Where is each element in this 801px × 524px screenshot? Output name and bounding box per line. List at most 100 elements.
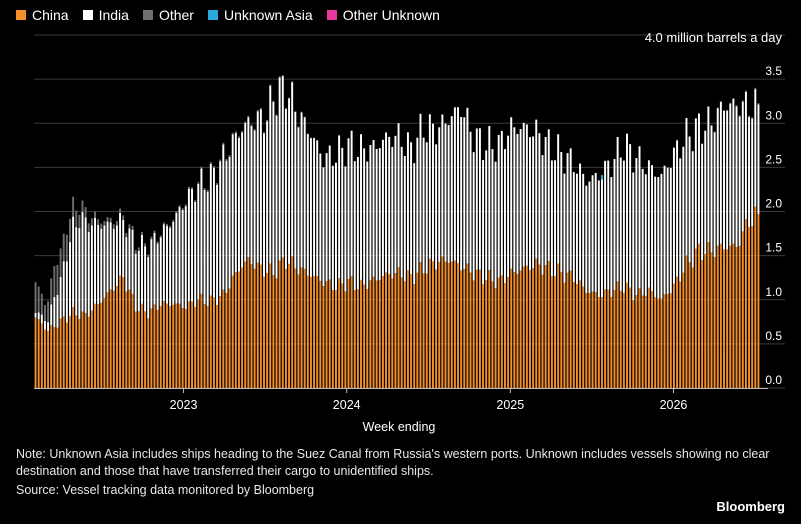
bar-other — [47, 301, 50, 323]
bar-india — [416, 137, 419, 273]
bar-other — [288, 97, 291, 99]
bar-india — [43, 321, 46, 330]
bar-india — [497, 134, 500, 278]
bar-china — [601, 297, 603, 388]
bar-india — [485, 150, 488, 281]
bar-india — [676, 140, 679, 277]
bar-china — [457, 263, 459, 388]
bar-unknown-asia — [601, 175, 603, 180]
bar-india — [106, 221, 109, 293]
bar-china — [94, 303, 96, 388]
bar-china — [137, 311, 140, 388]
bar-other — [297, 126, 300, 128]
bar-china — [569, 270, 572, 388]
bar-india — [263, 133, 265, 277]
bar-india — [56, 294, 59, 328]
bar-india — [507, 135, 510, 278]
bar-other — [744, 90, 747, 92]
bar-china — [385, 272, 388, 388]
bar-india — [62, 261, 65, 317]
bar-china — [272, 275, 275, 388]
bar-china — [572, 282, 575, 388]
bar-india — [34, 312, 37, 318]
bar-china — [84, 313, 87, 388]
bar-india — [594, 172, 597, 293]
bar-china — [147, 318, 150, 388]
bar-china — [81, 311, 84, 388]
bar-other — [37, 286, 40, 313]
bar-india — [698, 113, 700, 244]
bar-china — [228, 288, 231, 388]
bar-india — [335, 162, 337, 291]
bar-china — [72, 307, 75, 388]
bar-india — [156, 243, 159, 310]
bar-other — [181, 208, 184, 210]
bar-india — [81, 212, 84, 312]
legend-swatch-india — [82, 10, 93, 20]
bar-india — [78, 228, 81, 319]
bar-other — [140, 231, 143, 235]
bar-india — [328, 145, 331, 280]
bar-india — [519, 129, 522, 271]
bar-india — [694, 118, 697, 249]
bar-india — [463, 117, 466, 270]
bar-india — [37, 312, 40, 320]
bar-china — [607, 289, 610, 388]
bar-china — [103, 297, 106, 388]
bar-india — [347, 138, 350, 280]
bar-india — [532, 136, 535, 269]
bar-stacks — [34, 75, 760, 388]
bar-india — [410, 142, 413, 275]
bar-other — [43, 305, 46, 322]
bar-other — [62, 233, 65, 262]
bar-other — [748, 115, 751, 117]
bar-china — [203, 304, 206, 388]
bar-china — [641, 295, 644, 388]
bar-china — [366, 288, 369, 388]
bar-china — [406, 270, 409, 388]
bar-india — [604, 160, 607, 290]
bar-india — [122, 219, 125, 278]
bar-india — [632, 172, 635, 301]
bar-china — [723, 249, 725, 388]
bar-india — [369, 144, 372, 281]
bar-china — [644, 295, 647, 388]
bar-india — [744, 91, 747, 220]
bar-china — [200, 293, 203, 388]
bar-india — [247, 117, 250, 258]
bar-china — [432, 261, 434, 388]
bar-china — [557, 263, 560, 388]
bar-china — [416, 272, 419, 388]
bar-china — [591, 291, 594, 388]
bar-china — [50, 325, 53, 388]
bar-other — [259, 107, 262, 110]
bar-china — [735, 247, 738, 388]
bar-india — [622, 160, 625, 293]
bar-china — [413, 284, 416, 388]
bar-china — [563, 282, 566, 388]
bar-china — [356, 288, 359, 388]
bar-china — [754, 206, 757, 388]
y-tick-label: 1.0 — [765, 285, 782, 299]
bar-india — [344, 166, 347, 292]
bar-india — [72, 216, 75, 308]
bar-india — [103, 225, 106, 298]
bar-other — [206, 189, 209, 192]
bar-other — [303, 116, 306, 118]
bar-india — [560, 152, 563, 273]
bar-india — [59, 277, 62, 319]
bar-china — [497, 277, 500, 388]
bar-other — [150, 236, 153, 240]
bar-china — [106, 292, 109, 388]
bar-other — [209, 162, 212, 164]
bar-india — [112, 228, 115, 291]
legend-swatch-unknown-asia — [207, 10, 218, 20]
bar-india — [306, 134, 309, 276]
bar-india — [516, 134, 519, 274]
bar-china — [231, 275, 234, 388]
bar-india — [607, 160, 610, 290]
bar-india — [554, 160, 556, 277]
bar-india — [375, 149, 378, 281]
bar-india — [97, 224, 100, 305]
bar-china — [732, 243, 735, 388]
